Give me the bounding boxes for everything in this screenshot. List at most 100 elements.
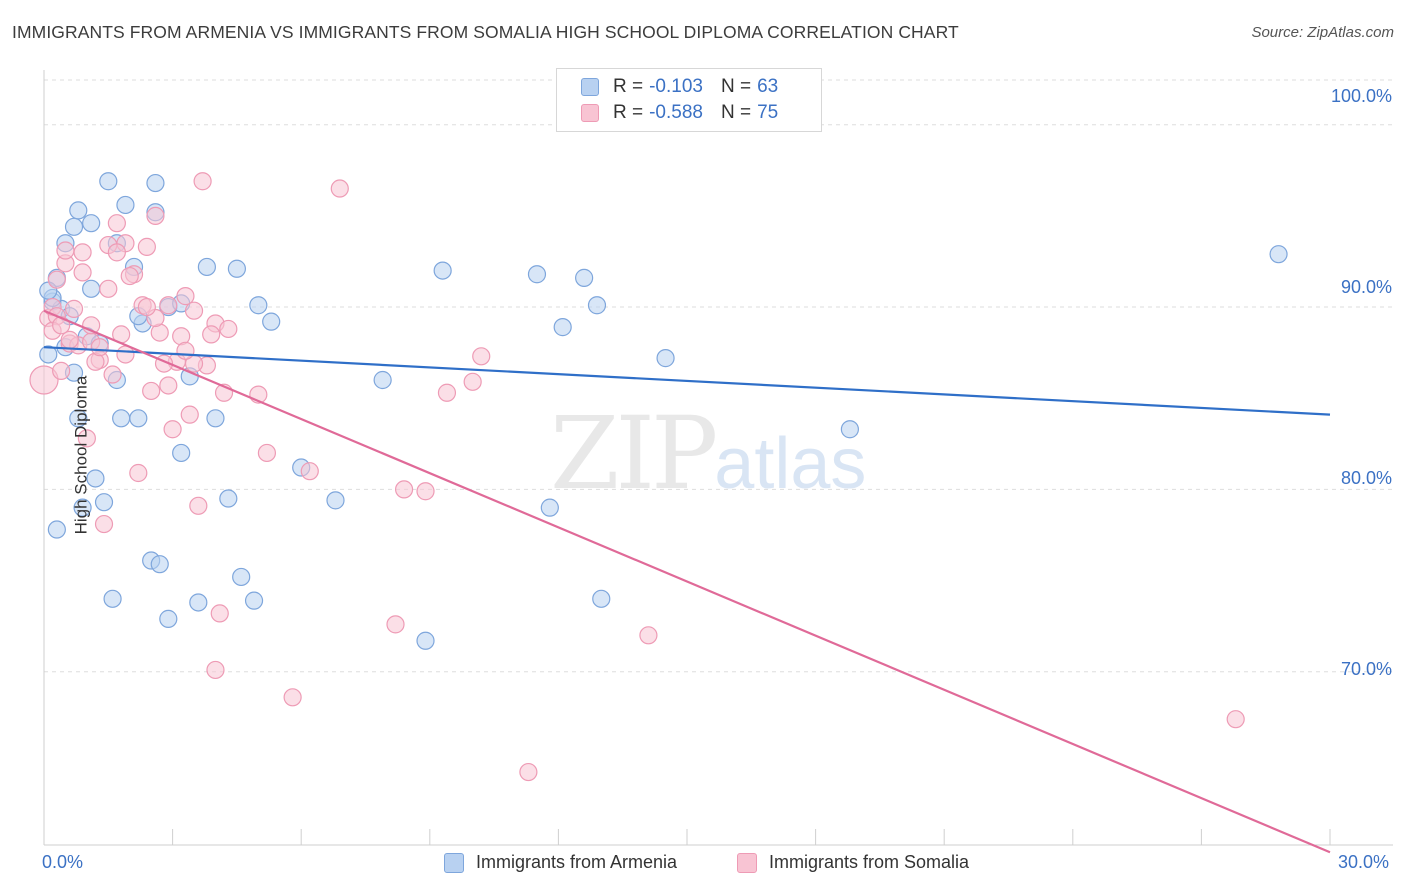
y-tick-label: 100.0% bbox=[1330, 86, 1392, 106]
somalia-point bbox=[202, 325, 221, 344]
watermark: ZIPatlas bbox=[550, 395, 866, 512]
somalia-point bbox=[120, 266, 139, 286]
armenia-point bbox=[206, 409, 225, 428]
n-label: N = bbox=[720, 76, 752, 97]
armenia-point bbox=[656, 349, 675, 368]
somalia-point bbox=[300, 462, 319, 481]
somalia-point bbox=[176, 287, 195, 306]
armenia-point bbox=[189, 593, 208, 612]
legend-item-armenia: Immigrants from Armenia bbox=[444, 852, 677, 873]
armenia-point bbox=[172, 443, 191, 463]
somalia-point bbox=[386, 615, 405, 634]
armenia-point bbox=[64, 217, 84, 236]
armenia-point bbox=[69, 201, 88, 220]
somalia-point bbox=[394, 480, 414, 499]
armenia-point bbox=[99, 172, 118, 191]
legend-row-somalia: R = -0.588 N = 75 bbox=[581, 101, 778, 125]
somalia-point bbox=[519, 762, 538, 782]
armenia-point bbox=[82, 214, 101, 233]
somalia-point bbox=[219, 319, 238, 339]
somalia-point bbox=[193, 172, 212, 191]
somalia-point bbox=[29, 365, 59, 395]
somalia-point bbox=[107, 243, 126, 262]
n-value: 75 bbox=[757, 102, 779, 123]
y-tick-label: 80.0% bbox=[1340, 468, 1392, 488]
armenia-point bbox=[82, 279, 101, 298]
somalia-point bbox=[146, 206, 165, 225]
somalia-point bbox=[330, 179, 349, 198]
armenia-point bbox=[540, 498, 559, 517]
somalia-point bbox=[163, 420, 182, 439]
somalia-point bbox=[64, 299, 84, 318]
somalia-point bbox=[463, 372, 482, 391]
chart-title: IMMIGRANTS FROM ARMENIA VS IMMIGRANTS FR… bbox=[12, 22, 959, 42]
r-value: -0.103 bbox=[649, 76, 703, 97]
somalia-point bbox=[107, 214, 126, 233]
r-label: R = bbox=[613, 102, 644, 123]
armenia-point bbox=[433, 261, 452, 280]
somalia-point bbox=[210, 604, 229, 623]
armenia-point bbox=[116, 195, 135, 215]
armenia-trend-line bbox=[43, 346, 1331, 416]
armenia-point bbox=[244, 591, 264, 610]
armenia-point bbox=[575, 268, 594, 287]
y-axis-label: High School Diploma bbox=[71, 375, 91, 535]
armenia-point bbox=[129, 409, 148, 428]
x-tick-label: 0.0% bbox=[42, 852, 84, 872]
armenia-point bbox=[527, 265, 547, 284]
legend-item-somalia: Immigrants from Somalia bbox=[737, 852, 969, 873]
somalia-point bbox=[283, 688, 302, 707]
armenia-point bbox=[112, 409, 131, 428]
somalia-point bbox=[73, 243, 92, 262]
somalia-point bbox=[137, 237, 156, 256]
armenia-point bbox=[69, 409, 88, 428]
armenia-point bbox=[86, 469, 105, 488]
y-tick-label: 70.0% bbox=[1340, 659, 1392, 679]
somalia-point bbox=[137, 297, 156, 317]
somalia-point bbox=[180, 405, 199, 424]
watermark-zip: ZIP bbox=[550, 395, 718, 512]
somalia-point bbox=[206, 660, 225, 680]
somalia-swatch bbox=[581, 104, 599, 122]
armenia-point bbox=[326, 491, 345, 510]
armenia-point bbox=[47, 520, 66, 539]
r-label: R = bbox=[613, 76, 644, 97]
armenia-point bbox=[592, 589, 611, 608]
armenia-point bbox=[262, 312, 281, 331]
somalia-point bbox=[52, 361, 71, 380]
armenia-point bbox=[197, 257, 216, 277]
somalia-point bbox=[257, 443, 277, 463]
armenia-legend-swatch bbox=[444, 852, 464, 873]
legend-row-armenia: R = -0.103 N = 63 bbox=[581, 75, 778, 99]
armenia-point bbox=[840, 420, 859, 439]
armenia-point bbox=[232, 567, 251, 587]
y-tick-label: 90.0% bbox=[1340, 277, 1392, 297]
n-label: N = bbox=[720, 102, 752, 123]
armenia-point bbox=[219, 489, 238, 508]
x-tick-label: 30.0% bbox=[1338, 852, 1390, 872]
somalia-trend-line bbox=[43, 309, 1331, 854]
watermark-atlas: atlas bbox=[714, 424, 867, 504]
somalia-point bbox=[129, 463, 148, 483]
armenia-swatch bbox=[581, 78, 599, 96]
somalia-point bbox=[142, 381, 161, 401]
armenia-point bbox=[103, 589, 122, 608]
armenia-point bbox=[150, 555, 169, 574]
somalia-point bbox=[437, 383, 457, 402]
armenia-point bbox=[159, 609, 178, 628]
somalia-point bbox=[639, 626, 658, 645]
somalia-point bbox=[90, 338, 109, 357]
armenia-point bbox=[227, 259, 246, 278]
armenia-point bbox=[373, 370, 392, 390]
somalia-point bbox=[47, 270, 66, 289]
somalia-point bbox=[77, 429, 96, 448]
somalia-point bbox=[176, 341, 195, 360]
somalia-point bbox=[189, 496, 208, 515]
r-value: -0.588 bbox=[649, 102, 703, 123]
somalia-point bbox=[416, 482, 435, 501]
armenia-legend-label: Immigrants from Armenia bbox=[476, 852, 678, 872]
armenia-point bbox=[587, 296, 607, 315]
armenia-point bbox=[73, 498, 92, 517]
correlation-legend: R = -0.103 N = 63 R = -0.588 N = 75 bbox=[556, 68, 822, 132]
